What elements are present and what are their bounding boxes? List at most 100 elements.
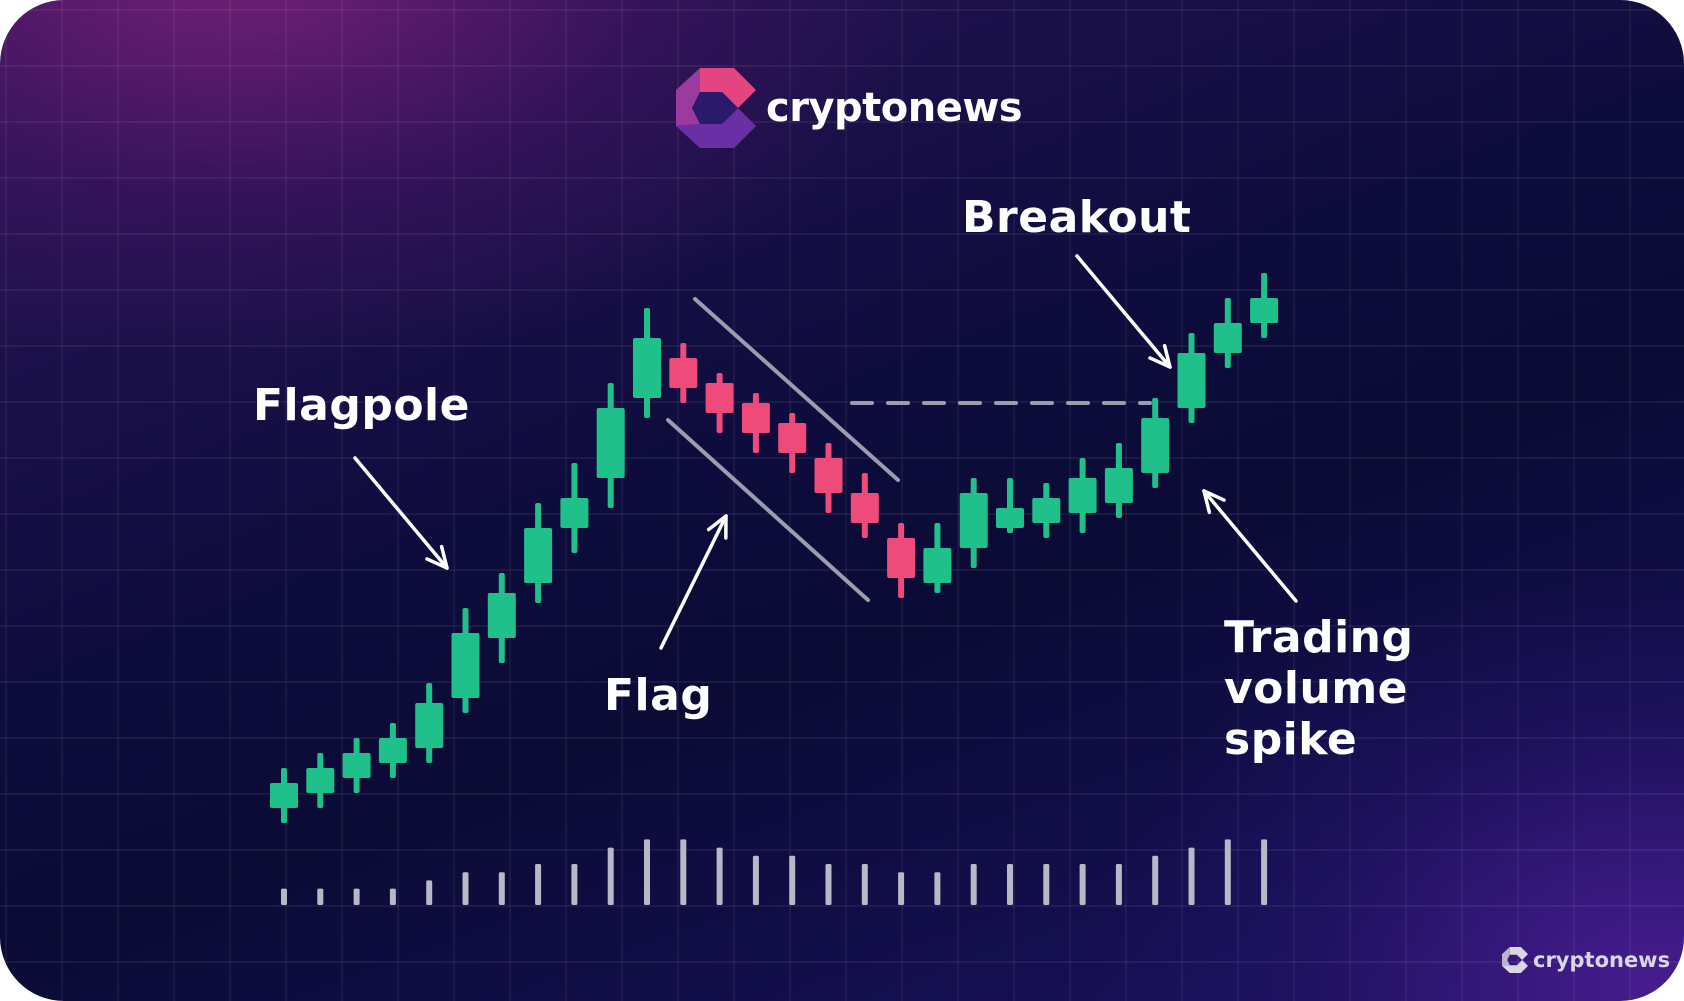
bullish-candle (1068, 458, 1097, 533)
bullish-candle (342, 738, 371, 793)
bearish-candle (850, 473, 879, 538)
arrow-head (706, 514, 728, 540)
candle-body (996, 508, 1024, 528)
volume-bar (281, 888, 287, 905)
candle-body (814, 458, 843, 493)
volume-bar (1079, 864, 1086, 905)
logo-wordmark: cryptonews (766, 85, 1023, 131)
cryptonews-watermark: cryptonews (1502, 945, 1670, 975)
candlesticks (270, 273, 1279, 823)
candle-body (1068, 478, 1097, 513)
bullish-candle (1213, 298, 1242, 368)
bullish-candle (1032, 483, 1061, 538)
bullish-candle (923, 523, 952, 593)
bearish-candle (814, 443, 843, 513)
volume-bar (1152, 855, 1159, 905)
volume-bar (462, 872, 469, 905)
volume-bar (1115, 864, 1122, 905)
candle-body (487, 593, 516, 638)
volume-bar (789, 855, 796, 905)
candle-body (705, 383, 734, 413)
candle-body (1250, 298, 1279, 323)
bearish-candle (887, 523, 916, 598)
candle-body (959, 493, 988, 548)
bullish-candle (959, 478, 988, 568)
bearish-candle (669, 343, 698, 403)
arrow-shaft (659, 514, 728, 650)
candle-body (1104, 468, 1133, 503)
flag-upper-channel-line (693, 297, 900, 482)
bullish-candle (1177, 333, 1206, 423)
bullish-candle (1141, 398, 1170, 488)
candle-body (596, 408, 625, 478)
candle-body (451, 633, 480, 698)
arrow-shaft (1075, 254, 1172, 369)
volume-bar (680, 839, 687, 905)
candle-body (778, 423, 807, 453)
bullish-candle (378, 723, 407, 778)
volume-bar (644, 839, 650, 905)
volume-bar (861, 864, 868, 905)
bullish-candle (306, 753, 335, 808)
bullish-candle (996, 478, 1024, 533)
flag-channel-lines (666, 297, 1152, 602)
flag-label: Flag (604, 670, 713, 721)
candle-body (923, 548, 952, 583)
volume-bar (934, 872, 941, 905)
volume-bar (317, 888, 324, 905)
cryptonews-logo-icon (676, 68, 756, 148)
candle-body (1032, 498, 1061, 523)
bullish-candle (451, 608, 480, 713)
flagpole-arrow (353, 456, 449, 570)
candle-body (306, 768, 335, 793)
volume-bar (1224, 839, 1231, 905)
bearish-candle (778, 413, 807, 473)
flagpole-label: Flagpole (253, 380, 470, 431)
candle-body (850, 493, 879, 523)
candle-body (560, 498, 589, 528)
flag-lower-channel-line (666, 418, 870, 602)
breakout-label: Breakout (962, 192, 1192, 243)
candle-body (524, 528, 553, 583)
arrow-head (1202, 489, 1226, 515)
flag-arrow (659, 514, 728, 650)
volume-bar (970, 864, 977, 905)
candle-body (415, 703, 444, 748)
arrow-shaft (353, 456, 449, 570)
volume-bars (281, 839, 1268, 905)
volume-bar (1007, 864, 1013, 905)
volume-spike-line-2: volume (1224, 663, 1409, 714)
bullish-candle (524, 503, 553, 603)
bullish-candle (415, 683, 444, 763)
volume-bar (898, 872, 905, 905)
volume-bar (825, 864, 832, 905)
volume-bar (535, 864, 542, 905)
volume-bar (716, 847, 723, 905)
volume-spike-arrow (1202, 489, 1298, 603)
candle-body (887, 538, 916, 578)
candle-body (378, 738, 407, 763)
volume-bar (752, 855, 759, 905)
bullish-candle (560, 463, 589, 553)
candle-body (669, 358, 698, 388)
bullish-candle (633, 308, 661, 418)
candle-body (1213, 323, 1242, 353)
candle-body (342, 753, 371, 778)
candle-body (270, 783, 298, 808)
volume-bar (607, 847, 614, 905)
volume-spike-label: Trading volume spike (1224, 612, 1413, 765)
volume-spike-line-3: spike (1224, 714, 1358, 765)
volume-bar (1261, 839, 1268, 905)
bullish-candle (596, 383, 625, 508)
bullish-candle (487, 573, 516, 663)
annotation-arrows (353, 254, 1298, 650)
bullish-candle (1104, 443, 1133, 518)
volume-bar (426, 880, 433, 905)
volume-bar (353, 888, 360, 905)
candle-body (1177, 353, 1206, 408)
bearish-candle (741, 393, 770, 453)
watermark-wordmark: cryptonews (1533, 948, 1671, 972)
